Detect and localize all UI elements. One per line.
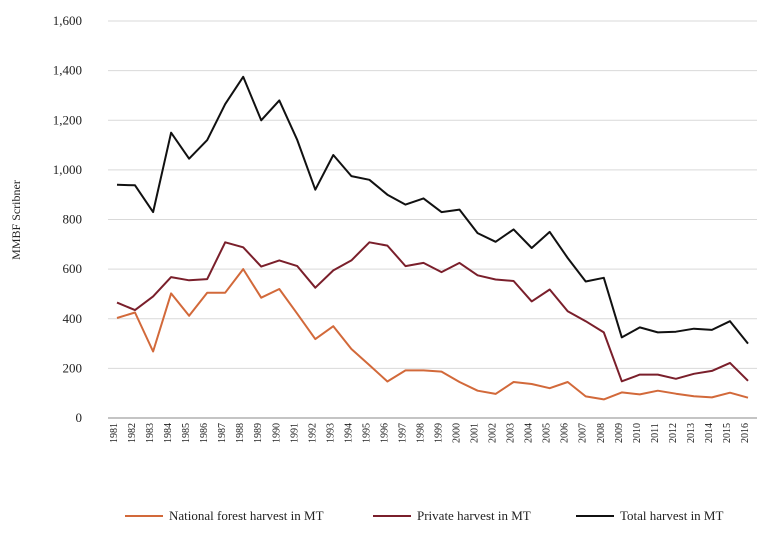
y-tick-label: 800 [63,212,83,227]
legend-label: Total harvest in MT [620,508,723,523]
y-tick-label: 1,400 [53,63,82,78]
x-tick-label: 2010 [632,423,643,443]
x-tick-label: 2014 [704,423,715,443]
x-tick-label: 2016 [740,423,751,443]
x-tick-label: 1999 [434,423,445,443]
x-tick-label: 1981 [109,423,120,443]
x-tick-label: 1988 [235,423,246,443]
x-tick-label: 1982 [127,423,138,443]
x-tick-label: 2009 [614,423,625,443]
y-tick-label: 1,000 [53,162,82,177]
x-tick-label: 1996 [379,423,390,443]
x-tick-label: 1985 [181,423,192,443]
x-tick-label: 1994 [343,423,354,443]
y-axis-label: MMBF Scribner [9,180,23,260]
x-tick-label: 2002 [488,423,499,443]
x-tick-label: 2001 [470,423,481,443]
x-tick-label: 2012 [668,423,679,443]
series-line [116,75,749,345]
x-tick-label: 2013 [686,423,697,443]
x-tick-label: 1989 [253,423,264,443]
x-tick-label: 1995 [361,423,372,443]
x-tick-label: 2007 [578,423,589,443]
x-tick-label: 1983 [145,423,156,443]
y-tick-label: 1,200 [53,112,82,127]
x-tick-label: 1998 [415,423,426,443]
x-tick-label: 2004 [524,423,535,443]
legend-label: Private harvest in MT [417,508,531,523]
x-tick-label: 2008 [596,423,607,443]
y-tick-label: 1,600 [53,13,82,28]
x-tick-label: 2006 [560,423,571,443]
x-tick-label: 1986 [199,423,210,443]
y-tick-label: 0 [76,410,83,425]
x-tick-label: 2000 [452,423,463,443]
x-tick-label: 2015 [722,423,733,443]
legend-label: National forest harvest in MT [169,508,324,523]
x-tick-label: 1990 [271,423,282,443]
y-tick-label: 200 [63,360,83,375]
x-tick-label: 2005 [542,423,553,443]
y-tick-label: 600 [63,261,83,276]
x-tick-label: 2011 [650,423,661,443]
x-tick-label: 1991 [289,423,300,443]
x-tick-label: 2003 [506,423,517,443]
x-tick-label: 1992 [307,423,318,443]
series-line [116,268,749,401]
x-tick-label: 1987 [217,423,228,443]
x-tick-label: 1997 [397,423,408,443]
x-tick-label: 1993 [325,423,336,443]
series-line [116,241,749,383]
y-tick-label: 400 [63,311,83,326]
x-tick-label: 1984 [163,423,174,443]
